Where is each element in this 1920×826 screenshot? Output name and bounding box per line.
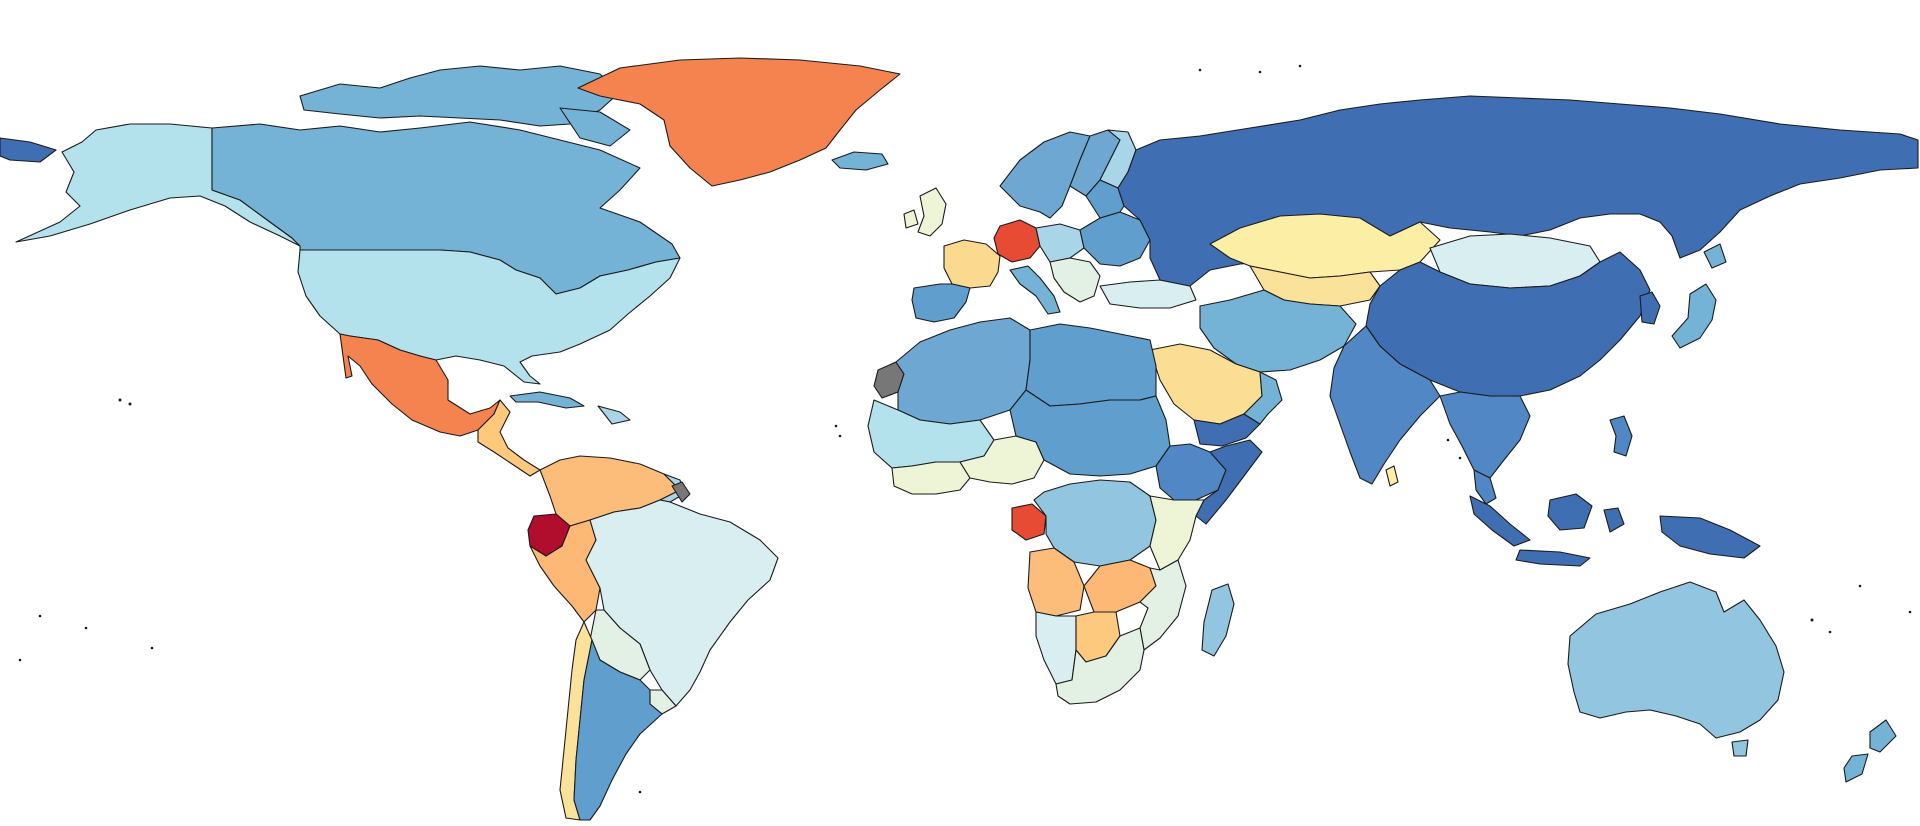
mozambique[interactable] <box>1139 559 1187 651</box>
southeast-asia[interactable] <box>1439 391 1531 479</box>
russia[interactable] <box>0 137 57 163</box>
west-africa-coast[interactable] <box>891 461 971 495</box>
indonesia[interactable] <box>1515 549 1591 567</box>
somalia[interactable] <box>1195 439 1263 525</box>
italy[interactable] <box>1009 265 1061 315</box>
new-zealand[interactable] <box>1869 719 1897 753</box>
madagascar[interactable] <box>1201 583 1235 657</box>
france[interactable] <box>943 239 1001 289</box>
japan[interactable] <box>1671 283 1717 349</box>
western-sahara[interactable] <box>671 481 691 503</box>
sri-lanka[interactable] <box>1385 465 1399 487</box>
philippines[interactable] <box>1609 415 1633 457</box>
japan[interactable] <box>1703 243 1727 269</box>
indonesia[interactable] <box>1547 493 1593 531</box>
central-america[interactable] <box>477 399 541 477</box>
greenland[interactable] <box>577 57 901 187</box>
cuba[interactable] <box>509 391 585 409</box>
united-kingdom[interactable] <box>903 209 919 229</box>
angola[interactable] <box>1027 547 1085 617</box>
iberia[interactable] <box>911 283 971 323</box>
namibia[interactable] <box>1035 611 1077 685</box>
balkans[interactable] <box>1049 257 1101 303</box>
australia[interactable] <box>1567 581 1785 739</box>
indonesia[interactable] <box>1469 495 1531 547</box>
united-kingdom[interactable] <box>917 187 947 237</box>
east-africa[interactable] <box>1149 495 1205 571</box>
arctic-islands[interactable] <box>559 107 631 147</box>
arctic-islands[interactable] <box>299 65 621 127</box>
south-africa[interactable] <box>1055 627 1145 705</box>
southeast-asia[interactable] <box>1473 469 1497 505</box>
central-europe[interactable] <box>1035 223 1085 263</box>
turkey[interactable] <box>1099 279 1197 309</box>
korea[interactable] <box>1639 291 1661 325</box>
north-africa[interactable] <box>895 317 1031 425</box>
papua-new-guinea[interactable] <box>1659 515 1761 559</box>
australia[interactable] <box>1731 739 1749 757</box>
yemen[interactable] <box>1193 413 1261 447</box>
oman-gulf[interactable] <box>1243 371 1283 425</box>
libya-egypt[interactable] <box>1025 323 1157 407</box>
nigeria[interactable] <box>959 435 1045 485</box>
guyana-suriname[interactable] <box>597 405 631 425</box>
iceland[interactable] <box>831 151 889 171</box>
india[interactable] <box>1329 325 1441 485</box>
gabon[interactable] <box>1011 503 1047 541</box>
small-islands <box>18 64 1912 794</box>
indonesia[interactable] <box>1603 507 1625 533</box>
new-zealand[interactable] <box>1843 753 1869 783</box>
germany[interactable] <box>993 219 1041 263</box>
argentina[interactable] <box>573 639 663 821</box>
